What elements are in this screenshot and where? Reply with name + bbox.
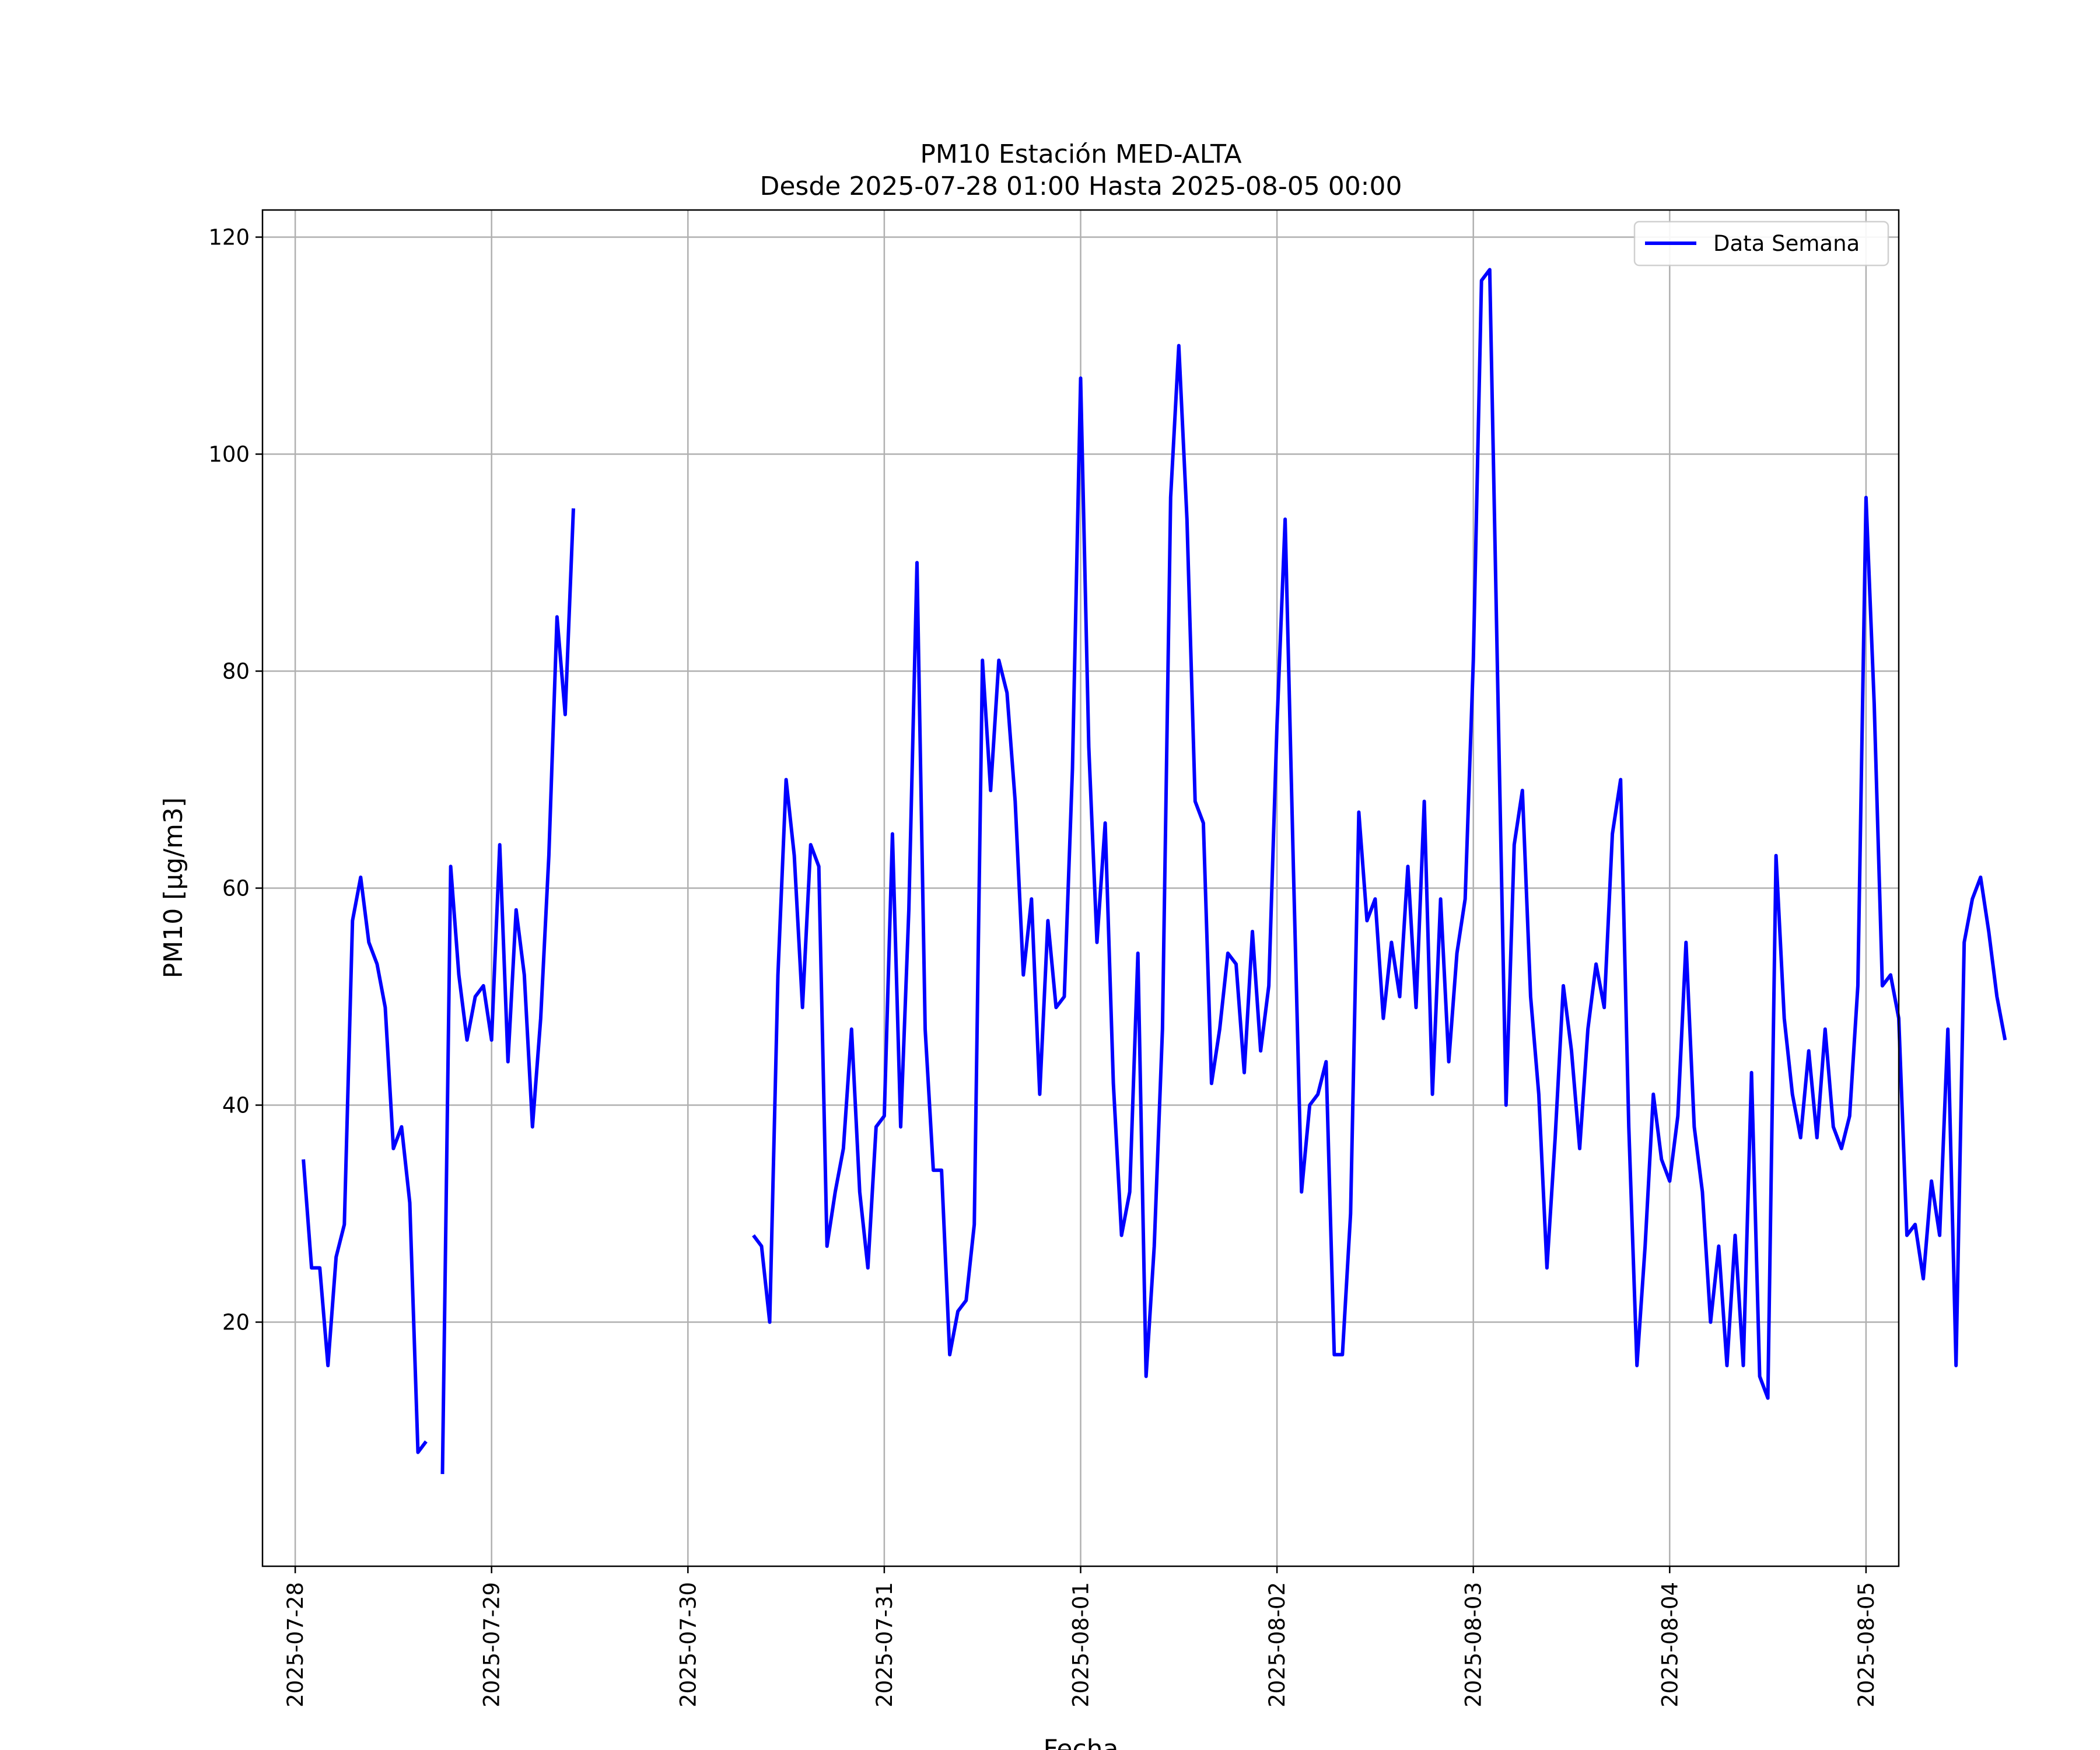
legend-label-data-semana: Data Semana [1713, 231, 1860, 256]
x-tick-label: 2025-08-05 [1854, 1582, 1879, 1707]
series-layer [302, 268, 2007, 1474]
y-tick-label: 120 [208, 225, 250, 250]
x-tick-label: 2025-07-30 [676, 1582, 701, 1707]
axis-ticks: 2025-07-28 2025-07-29 2025-07-30 2025-07-31… [208, 225, 1879, 1708]
x-tick-label: 2025-08-02 [1265, 1582, 1290, 1707]
y-tick-label: 80 [222, 659, 250, 684]
series-line-data-semana [302, 268, 2007, 1474]
legend: Data Semana [1633, 220, 1889, 267]
x-tick-label: 2025-07-31 [872, 1582, 897, 1707]
y-tick-label: 100 [208, 442, 250, 467]
x-tick-label: 2025-08-01 [1069, 1582, 1094, 1707]
y-tick-label: 40 [222, 1093, 250, 1118]
x-axis-label: Fecha [1043, 1734, 1118, 1750]
x-tick-label: 2025-08-04 [1657, 1582, 1682, 1707]
chart-title-line1: PM10 Estación MED-ALTA [920, 139, 1241, 169]
x-tick-label: 2025-07-29 [480, 1582, 505, 1707]
legend-box [1633, 220, 1889, 267]
x-tick-label: 2025-08-03 [1461, 1582, 1486, 1707]
y-axis-label: PM10 [μg/m3] [159, 797, 188, 978]
x-tick-label: 2025-07-28 [283, 1582, 308, 1707]
y-tick-label: 20 [222, 1310, 250, 1335]
y-tick-label: 60 [222, 876, 250, 901]
chart-title-line2: Desde 2025-07-28 01:00 Hasta 2025-08-05 … [760, 172, 1402, 201]
